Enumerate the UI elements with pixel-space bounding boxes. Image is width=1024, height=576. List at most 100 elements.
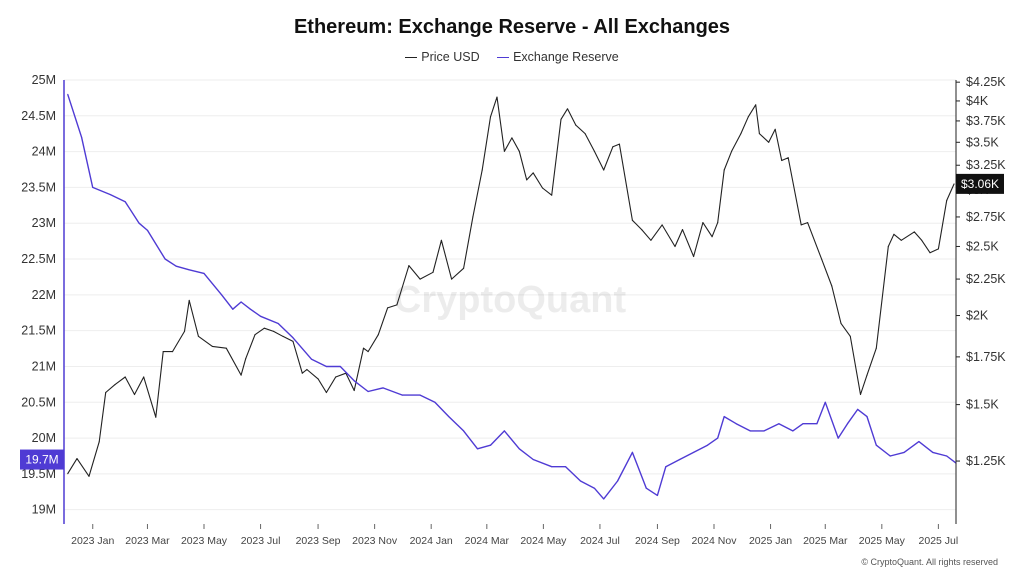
price-point-85 [840, 322, 842, 324]
reserve-point-26 [434, 401, 436, 403]
x-tick-label-12: 2025 Jan [749, 535, 792, 547]
price-point-2 [88, 475, 90, 477]
reserve-point-11 [221, 294, 223, 296]
right-tick-label-6: $2.75K [966, 210, 1006, 224]
price-point-36 [408, 265, 410, 267]
price-point-24 [301, 372, 303, 374]
reserve-point-8 [175, 265, 177, 267]
price-point-74 [747, 116, 749, 118]
legend-label-reserve: Exchange Reserve [513, 50, 619, 64]
x-tick-label-15: 2025 Jul [919, 535, 959, 547]
price-point-67 [693, 255, 695, 258]
legend-item-reserve[interactable]: Exchange Reserve [497, 50, 619, 64]
left-tick-label-8: 23M [32, 216, 56, 230]
price-point-50 [532, 172, 534, 174]
price-point-73 [740, 133, 742, 135]
reserve-point-57 [837, 437, 839, 439]
reserve-point-43 [665, 466, 667, 468]
price-point-38 [432, 271, 434, 273]
price-point-62 [641, 229, 643, 231]
right-axis-ticks: $1.25K$1.5K$1.75K$2K$2.25K$2.5K$2.75K$3K… [956, 75, 1006, 468]
price-point-80 [787, 157, 789, 159]
price-point-47 [511, 137, 513, 139]
copyright-notice: © CryptoQuant. All rights reserved [861, 557, 998, 567]
left-tick-label-5: 21.5M [21, 324, 56, 338]
price-point-71 [723, 169, 725, 171]
price-point-89 [875, 347, 877, 349]
price-point-16 [225, 347, 227, 349]
price-point-79 [781, 159, 783, 162]
price-point-65 [674, 245, 676, 248]
grid-lines [64, 79, 956, 511]
x-tick-label-13: 2025 Mar [803, 535, 848, 547]
x-axis-ticks: 2023 Jan 2023 Mar 2023 May 2023 Jul 2023 Sep… [71, 524, 958, 547]
price-point-10 [162, 351, 164, 353]
x-tick-label-10: 2024 Sep [635, 535, 680, 547]
series-layer [67, 93, 957, 500]
price-point-64 [661, 224, 663, 226]
reserve-point-1 [81, 136, 83, 138]
reserve-point-13 [240, 301, 242, 303]
price-point-83 [821, 258, 823, 260]
reserve-point-21 [353, 380, 355, 382]
price-point-61 [631, 219, 634, 221]
price-point-78 [774, 128, 776, 130]
right-current-badge [956, 173, 1004, 194]
price-point-56 [584, 133, 586, 135]
price-point-20 [263, 327, 265, 329]
reserve-point-28 [463, 430, 465, 432]
legend-item-price[interactable]: Price USD [405, 50, 480, 64]
reserve-point-36 [579, 480, 582, 482]
reserve-point-0 [67, 93, 69, 95]
price-point-91 [893, 233, 895, 235]
price-point-58 [603, 169, 605, 171]
legend: Price USD Exchange Reserve [0, 50, 1024, 64]
price-point-39 [440, 239, 442, 241]
right-tick-label-2: $1.75K [966, 350, 1006, 364]
reserve-point-61 [875, 444, 877, 446]
price-point-81 [800, 224, 802, 226]
price-point-49 [526, 179, 528, 181]
price-point-75 [755, 104, 757, 106]
reserve-point-22 [367, 390, 369, 393]
right-tick-label-5: $2.5K [966, 239, 999, 253]
watermark: CryptoQuant [394, 279, 627, 321]
x-tick-label-5: 2023 Nov [352, 535, 398, 547]
reserve-point-62 [889, 455, 891, 457]
x-tick-label-4: 2023 Sep [296, 535, 341, 547]
price-point-22 [282, 335, 284, 337]
reserve-point-27 [448, 416, 450, 418]
right-tick-label-11: $4K [966, 94, 989, 108]
price-point-5 [114, 384, 116, 386]
price-point-63 [650, 239, 652, 241]
reserve-point-14 [249, 308, 251, 310]
price-point-8 [143, 376, 145, 378]
left-current-label: 19.7M [25, 453, 58, 467]
reserve-point-64 [918, 441, 920, 443]
price-point-9 [155, 416, 157, 418]
right-tick-label-8: $3.25K [966, 158, 1006, 172]
price-point-41 [463, 267, 465, 269]
reserve-point-19 [325, 365, 327, 368]
reserve-point-66 [946, 455, 948, 457]
reserve-point-18 [311, 358, 313, 360]
left-tick-label-11: 24.5M [21, 109, 56, 123]
reserve-point-60 [866, 416, 868, 418]
reserve-point-32 [518, 448, 520, 450]
reserve-point-52 [778, 423, 780, 425]
reserve-point-17 [292, 337, 294, 339]
price-point-76 [758, 133, 761, 135]
x-tick-label-11: 2024 Nov [692, 535, 738, 547]
price-point-15 [211, 345, 213, 347]
price-point-25 [306, 368, 308, 371]
price-point-51 [541, 187, 544, 189]
price-point-30 [353, 389, 355, 392]
reserve-point-24 [401, 394, 403, 396]
left-tick-label-3: 20.5M [21, 395, 56, 409]
reserve-point-34 [551, 466, 553, 468]
reserve-point-54 [802, 423, 804, 425]
price-point-42 [472, 216, 474, 218]
price-point-11 [171, 351, 174, 353]
x-tick-label-0: 2023 Jan [71, 535, 114, 547]
